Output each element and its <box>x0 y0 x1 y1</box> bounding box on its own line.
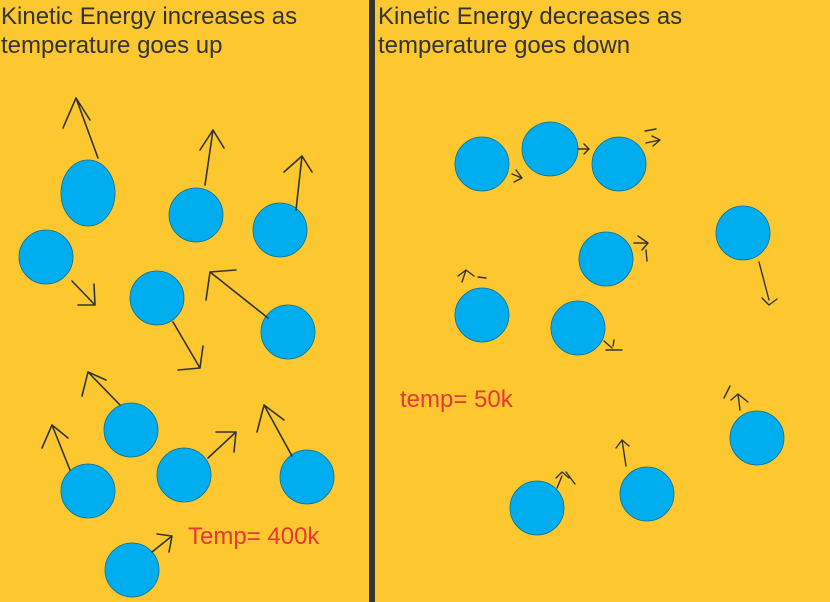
particle <box>521 121 579 177</box>
panel-divider <box>369 0 375 602</box>
particle <box>60 159 116 227</box>
particle <box>550 300 606 356</box>
particle <box>729 410 785 466</box>
right-panel-cold: Kinetic Energy decreases as temperature … <box>375 0 830 602</box>
velocity-arrow <box>555 471 576 489</box>
left-panel-hot: Kinetic Energy increases as temperature … <box>0 0 369 602</box>
right-arrows-group <box>457 128 778 489</box>
left-arrows-group <box>41 97 313 553</box>
particle <box>260 304 316 360</box>
particle <box>619 466 675 522</box>
left-particles-group <box>18 159 335 598</box>
particle <box>104 542 160 598</box>
particle <box>252 202 308 258</box>
velocity-arrow <box>644 128 661 147</box>
right-temp-label: temp= 50k <box>400 386 513 413</box>
velocity-arrow <box>62 97 99 159</box>
velocity-arrow <box>615 439 630 467</box>
velocity-arrow <box>758 261 778 306</box>
velocity-arrow <box>205 269 269 319</box>
velocity-arrow <box>199 129 225 186</box>
particle <box>279 449 335 505</box>
velocity-arrow <box>207 431 237 459</box>
velocity-arrow <box>71 280 96 306</box>
right-particles-group <box>454 121 785 536</box>
velocity-arrow <box>81 371 121 406</box>
particle <box>103 402 159 458</box>
particle <box>60 463 116 519</box>
velocity-arrow <box>457 269 487 283</box>
particle <box>129 270 185 326</box>
right-title: Kinetic Energy decreases as temperature … <box>378 3 683 59</box>
particle <box>509 480 565 536</box>
particle <box>715 205 771 261</box>
velocity-arrow <box>603 339 623 351</box>
particle <box>168 187 224 243</box>
particle <box>156 447 212 503</box>
velocity-arrow <box>172 321 204 371</box>
velocity-arrow <box>41 424 71 471</box>
velocity-arrow <box>511 169 523 183</box>
velocity-arrow <box>283 155 313 211</box>
left-temp-label: Temp= 400k <box>188 523 320 550</box>
velocity-arrow <box>151 533 173 553</box>
particle <box>454 287 510 343</box>
particle <box>591 136 647 192</box>
particle <box>18 229 74 285</box>
left-title: Kinetic Energy increases as temperature … <box>1 3 298 59</box>
particle <box>578 231 634 287</box>
velocity-arrow <box>723 385 749 411</box>
velocity-arrow <box>256 404 293 457</box>
velocity-arrow <box>577 143 590 155</box>
particle <box>454 136 510 192</box>
velocity-arrow <box>633 235 649 262</box>
